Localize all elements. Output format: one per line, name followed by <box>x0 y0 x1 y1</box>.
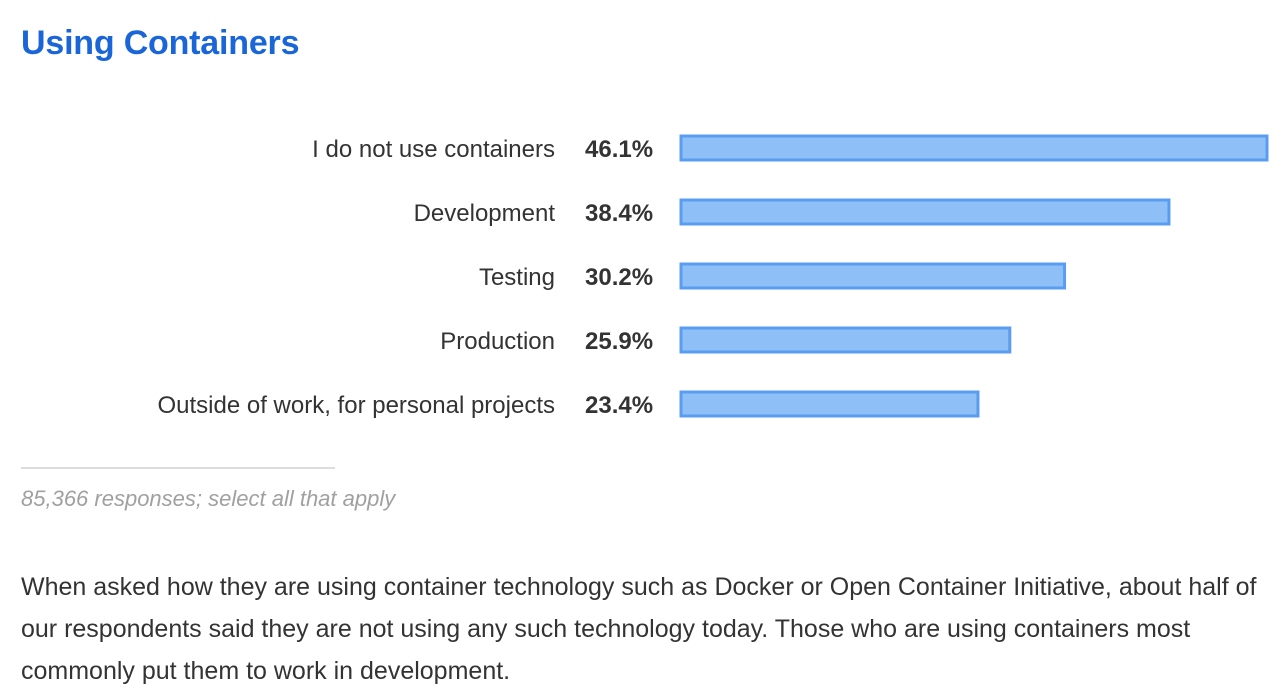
bar <box>679 390 980 418</box>
summary-paragraph: When asked how they are using container … <box>21 573 1257 685</box>
footnote-divider <box>21 467 335 469</box>
value-label: 30.2% <box>585 264 653 291</box>
category-label: Outside of work, for personal projects <box>157 392 555 419</box>
value-label: 25.9% <box>585 328 653 355</box>
category-label: Development <box>414 200 556 227</box>
value-label: 38.4% <box>585 200 653 227</box>
category-label: Production <box>440 328 555 355</box>
bar <box>679 326 1012 354</box>
section-title: Using Containers <box>21 24 300 62</box>
category-label: Testing <box>479 264 555 291</box>
value-label: 46.1% <box>585 136 653 163</box>
responses-footnote: 85,366 responses; select all that apply <box>21 486 396 511</box>
bar <box>679 262 1067 290</box>
value-label: 23.4% <box>585 392 653 419</box>
category-label: I do not use containers <box>312 136 555 163</box>
bar <box>679 134 1269 162</box>
bar <box>679 198 1171 226</box>
containers-bar-chart: I do not use containers 46.1% Development 3… <box>0 120 1286 440</box>
bar-chart-svg: I do not use containers 46.1% Development 3… <box>157 134 1269 419</box>
